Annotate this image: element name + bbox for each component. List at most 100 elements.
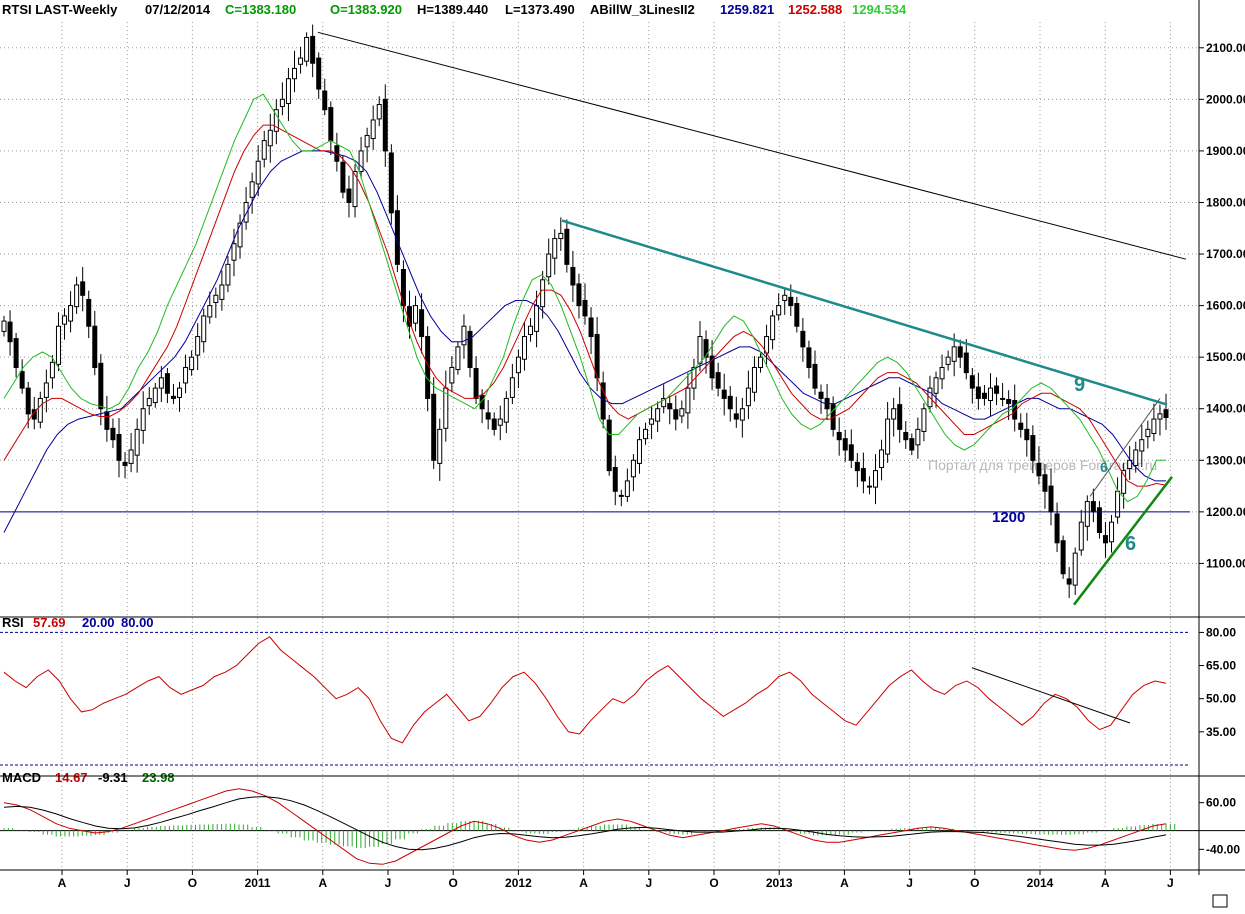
candle-up: [255, 160, 261, 185]
candle-down: [92, 325, 98, 368]
candle-up: [128, 449, 134, 464]
candle-up: [552, 238, 558, 259]
candle-up: [751, 366, 757, 393]
candle-down: [860, 468, 866, 482]
price-tick-label: 1300.00: [1206, 453, 1245, 467]
candle-up: [68, 305, 74, 322]
candle-down: [116, 434, 122, 461]
candle-down: [848, 444, 854, 461]
candle-up: [352, 171, 358, 208]
candle-up: [951, 346, 957, 362]
candle-down: [80, 281, 86, 296]
candle-up: [885, 418, 891, 455]
candle-up: [49, 361, 55, 379]
candle-up: [649, 418, 655, 425]
candle-down: [1036, 462, 1042, 477]
candle-up: [540, 279, 546, 308]
candle-up: [207, 305, 213, 318]
header-high: H=1389.440: [417, 2, 488, 17]
rsi-label: RSI: [2, 615, 24, 630]
time-tick-label: O: [188, 876, 197, 890]
candle-up: [1000, 397, 1006, 400]
candle-down: [431, 393, 437, 461]
header-indicator: ABillW_3LinesII2: [590, 2, 695, 17]
macd-signal: -9.31: [98, 770, 128, 785]
candle-up: [189, 356, 195, 371]
watermark: Портал для трейдеров ForTrader.ru: [928, 457, 1157, 473]
candle-down: [800, 330, 806, 348]
wave-6-small-label: 6: [1100, 459, 1108, 475]
candle-down: [1096, 507, 1102, 533]
rsi-tick-label: 50.00: [1206, 692, 1236, 706]
candle-down: [1006, 398, 1012, 405]
price-tick-label: 1500.00: [1206, 350, 1245, 364]
candle-down: [1163, 409, 1169, 419]
candle-up: [237, 222, 243, 248]
macd-value: 14.67: [55, 770, 88, 785]
header-date: 07/12/2014: [145, 2, 211, 17]
candle-down: [806, 347, 812, 368]
corner-box: [1212, 894, 1228, 908]
time-tick-label: O: [449, 876, 458, 890]
candle-down: [812, 363, 818, 389]
candle-down: [788, 296, 794, 307]
candle-up: [776, 305, 782, 316]
price-tick-label: 1900.00: [1206, 144, 1245, 158]
candle-down: [1042, 474, 1048, 492]
candle-down: [425, 336, 431, 399]
candle-up: [879, 449, 885, 469]
candle-down: [473, 368, 479, 399]
candle-down: [564, 228, 570, 265]
price-tick-label: 1800.00: [1206, 195, 1245, 209]
time-tick-label: 2011: [245, 876, 271, 890]
candle-up: [546, 253, 552, 278]
candle-down: [322, 90, 328, 111]
candle-up: [1084, 501, 1090, 527]
time-tick-label: A: [579, 876, 588, 890]
rsi-trendline: [971, 667, 1131, 724]
candle-down: [836, 431, 842, 441]
candle-down: [600, 382, 606, 420]
time-tick-label: J: [1167, 876, 1174, 890]
candle-down: [400, 269, 406, 307]
candle-down: [1024, 428, 1030, 441]
candle-up: [921, 408, 927, 432]
ma-green-line: [3, 93, 1166, 503]
candle-down: [406, 306, 412, 327]
candle-down: [122, 461, 128, 466]
price-tick-label: 1200.00: [1206, 505, 1245, 519]
candle-up: [915, 428, 921, 446]
header-open: O=1383.920: [330, 2, 402, 17]
header-symbol: RTSI LAST-Weekly: [2, 2, 118, 17]
time-tick-label: J: [124, 876, 131, 890]
candle-down: [1018, 422, 1024, 430]
candle-down: [727, 395, 733, 410]
candle-down: [570, 266, 576, 286]
candle-down: [957, 346, 963, 358]
candle-up: [933, 377, 939, 394]
header-low: L=1373.490: [505, 2, 575, 17]
candle-up: [461, 325, 467, 346]
trendline-resistance-9: [561, 219, 1168, 406]
time-tick-label: J: [385, 876, 392, 890]
candle-up: [1078, 521, 1084, 551]
candle-down: [981, 392, 987, 399]
candle-down: [340, 161, 346, 193]
macd-hist: 23.98: [142, 770, 175, 785]
candle-down: [606, 419, 612, 472]
candle-down: [1048, 485, 1054, 513]
time-tick-label: 2012: [505, 876, 532, 890]
candle-down: [13, 338, 19, 368]
candle-up: [1133, 449, 1139, 466]
candle-down: [709, 355, 715, 379]
time-tick-label: J: [645, 876, 652, 890]
candle-up: [515, 356, 521, 374]
candle-up: [273, 109, 279, 132]
header-close: C=1383.180: [225, 2, 296, 17]
candle-down: [842, 438, 848, 451]
candle-up: [1072, 552, 1078, 586]
candle-up: [745, 387, 751, 407]
candle-up: [636, 439, 642, 464]
candle-down: [479, 394, 485, 410]
